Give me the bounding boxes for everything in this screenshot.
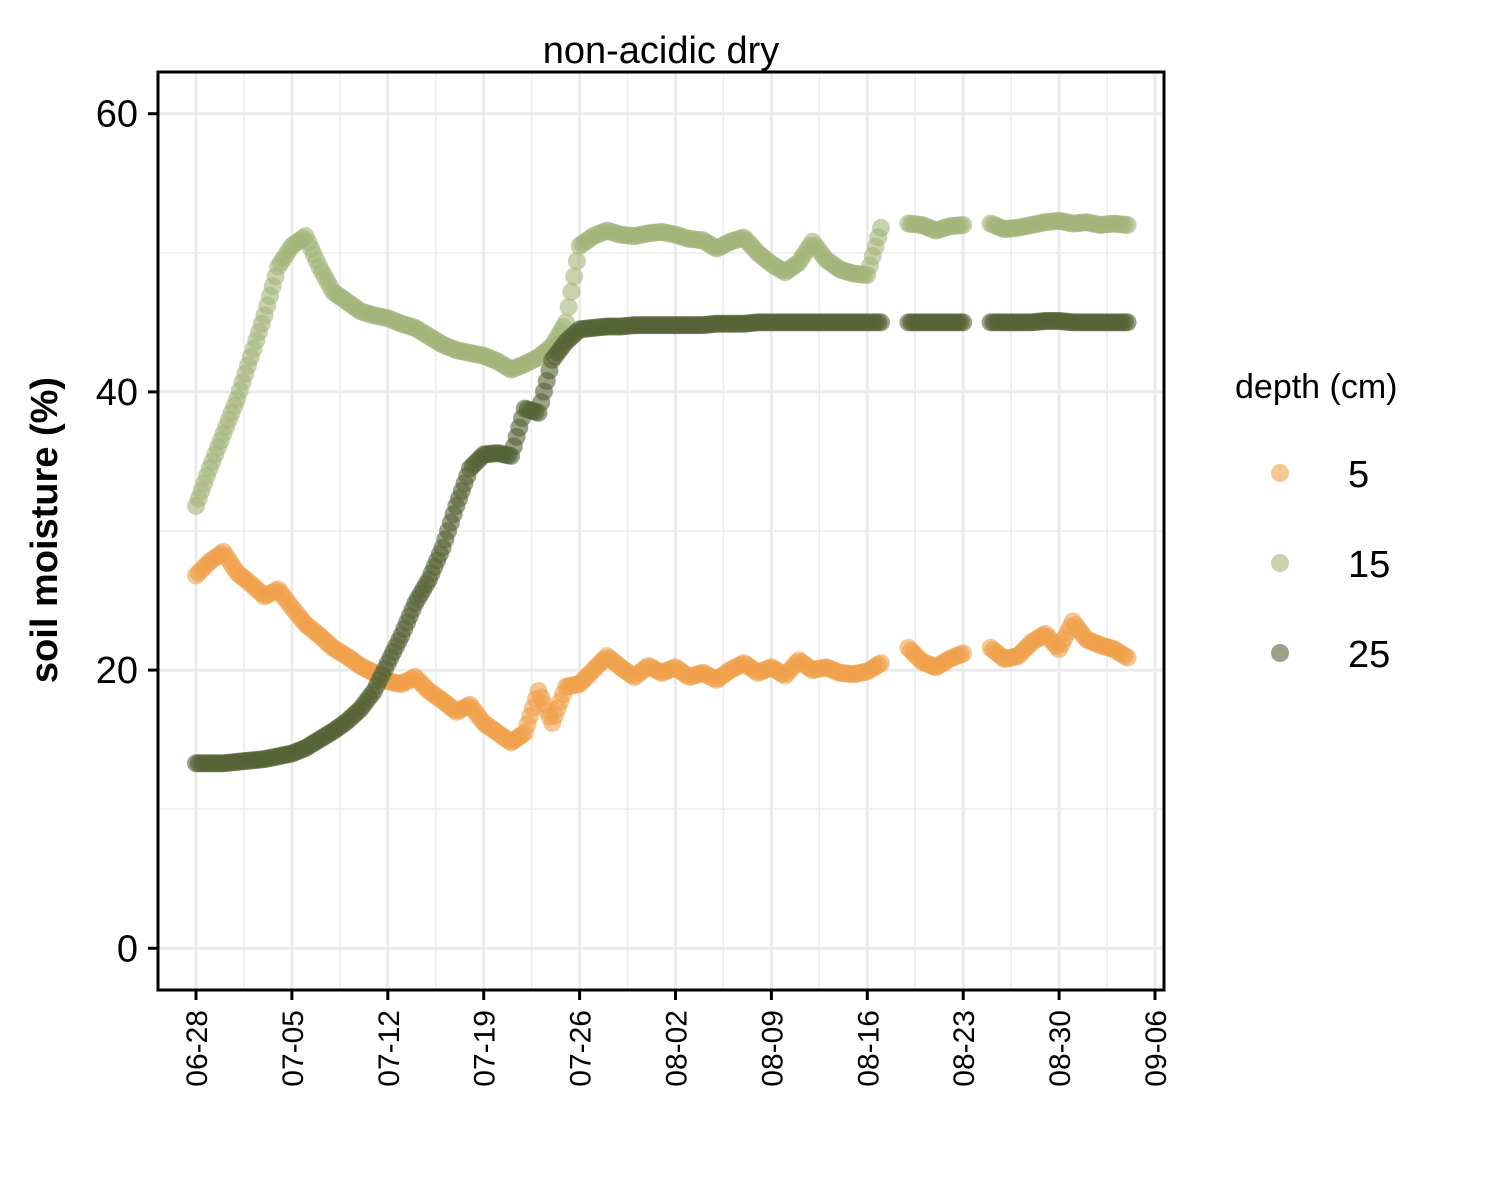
- chart-title: non-acidic dry: [543, 30, 780, 72]
- data-point: [872, 313, 890, 332]
- x-tick-label: 08-09: [756, 1010, 789, 1087]
- data-point: [872, 654, 890, 673]
- legend-key-5: [1271, 464, 1289, 482]
- x-tick-label: 07-26: [565, 1010, 598, 1087]
- data-point: [954, 644, 973, 663]
- x-tick-label: 06-28: [181, 1010, 214, 1087]
- x-tick-label: 08-16: [852, 1010, 885, 1087]
- series-5: [187, 542, 1137, 752]
- legend-label-5: 5: [1348, 454, 1369, 496]
- data-point: [1118, 313, 1137, 332]
- y-tick-label: 20: [96, 650, 138, 692]
- legend-label-15: 15: [1348, 544, 1390, 586]
- legend: depth (cm) 5 15 25: [1235, 368, 1398, 676]
- data-point: [567, 252, 586, 271]
- axes: 0 20 40 60 06-28 07-05 07-12 07-19 07-26 08-02 08-…: [96, 94, 1173, 1087]
- y-tick-label: 40: [96, 372, 138, 414]
- data-point: [954, 313, 973, 332]
- x-tick-label: 08-23: [948, 1010, 981, 1087]
- data-point: [1118, 216, 1137, 234]
- data-points: [187, 211, 1137, 773]
- data-point: [954, 216, 973, 234]
- x-tick-label: 08-02: [661, 1010, 694, 1087]
- y-tick-label: 0: [117, 928, 138, 970]
- legend-key-15: [1271, 554, 1289, 572]
- series-15: [187, 211, 1137, 515]
- data-point: [1118, 648, 1137, 667]
- x-tick-label: 09-06: [1140, 1010, 1173, 1087]
- x-tick-label: 08-30: [1044, 1010, 1077, 1087]
- y-axis-label: soil moisture (%): [24, 377, 66, 683]
- data-point: [559, 298, 578, 317]
- data-point: [872, 218, 890, 237]
- plot-panel-border: [156, 70, 1166, 992]
- series-25: [187, 311, 1137, 773]
- x-tick-label: 07-19: [469, 1010, 502, 1087]
- x-tick-label: 07-12: [373, 1010, 406, 1087]
- y-tick-label: 60: [96, 94, 138, 136]
- data-point: [565, 267, 584, 286]
- legend-label-25: 25: [1348, 634, 1390, 676]
- grid: [158, 72, 1164, 990]
- data-point: [562, 282, 581, 301]
- legend-title: depth (cm): [1235, 368, 1398, 406]
- x-tick-label: 07-05: [277, 1010, 310, 1087]
- legend-key-25: [1271, 644, 1289, 662]
